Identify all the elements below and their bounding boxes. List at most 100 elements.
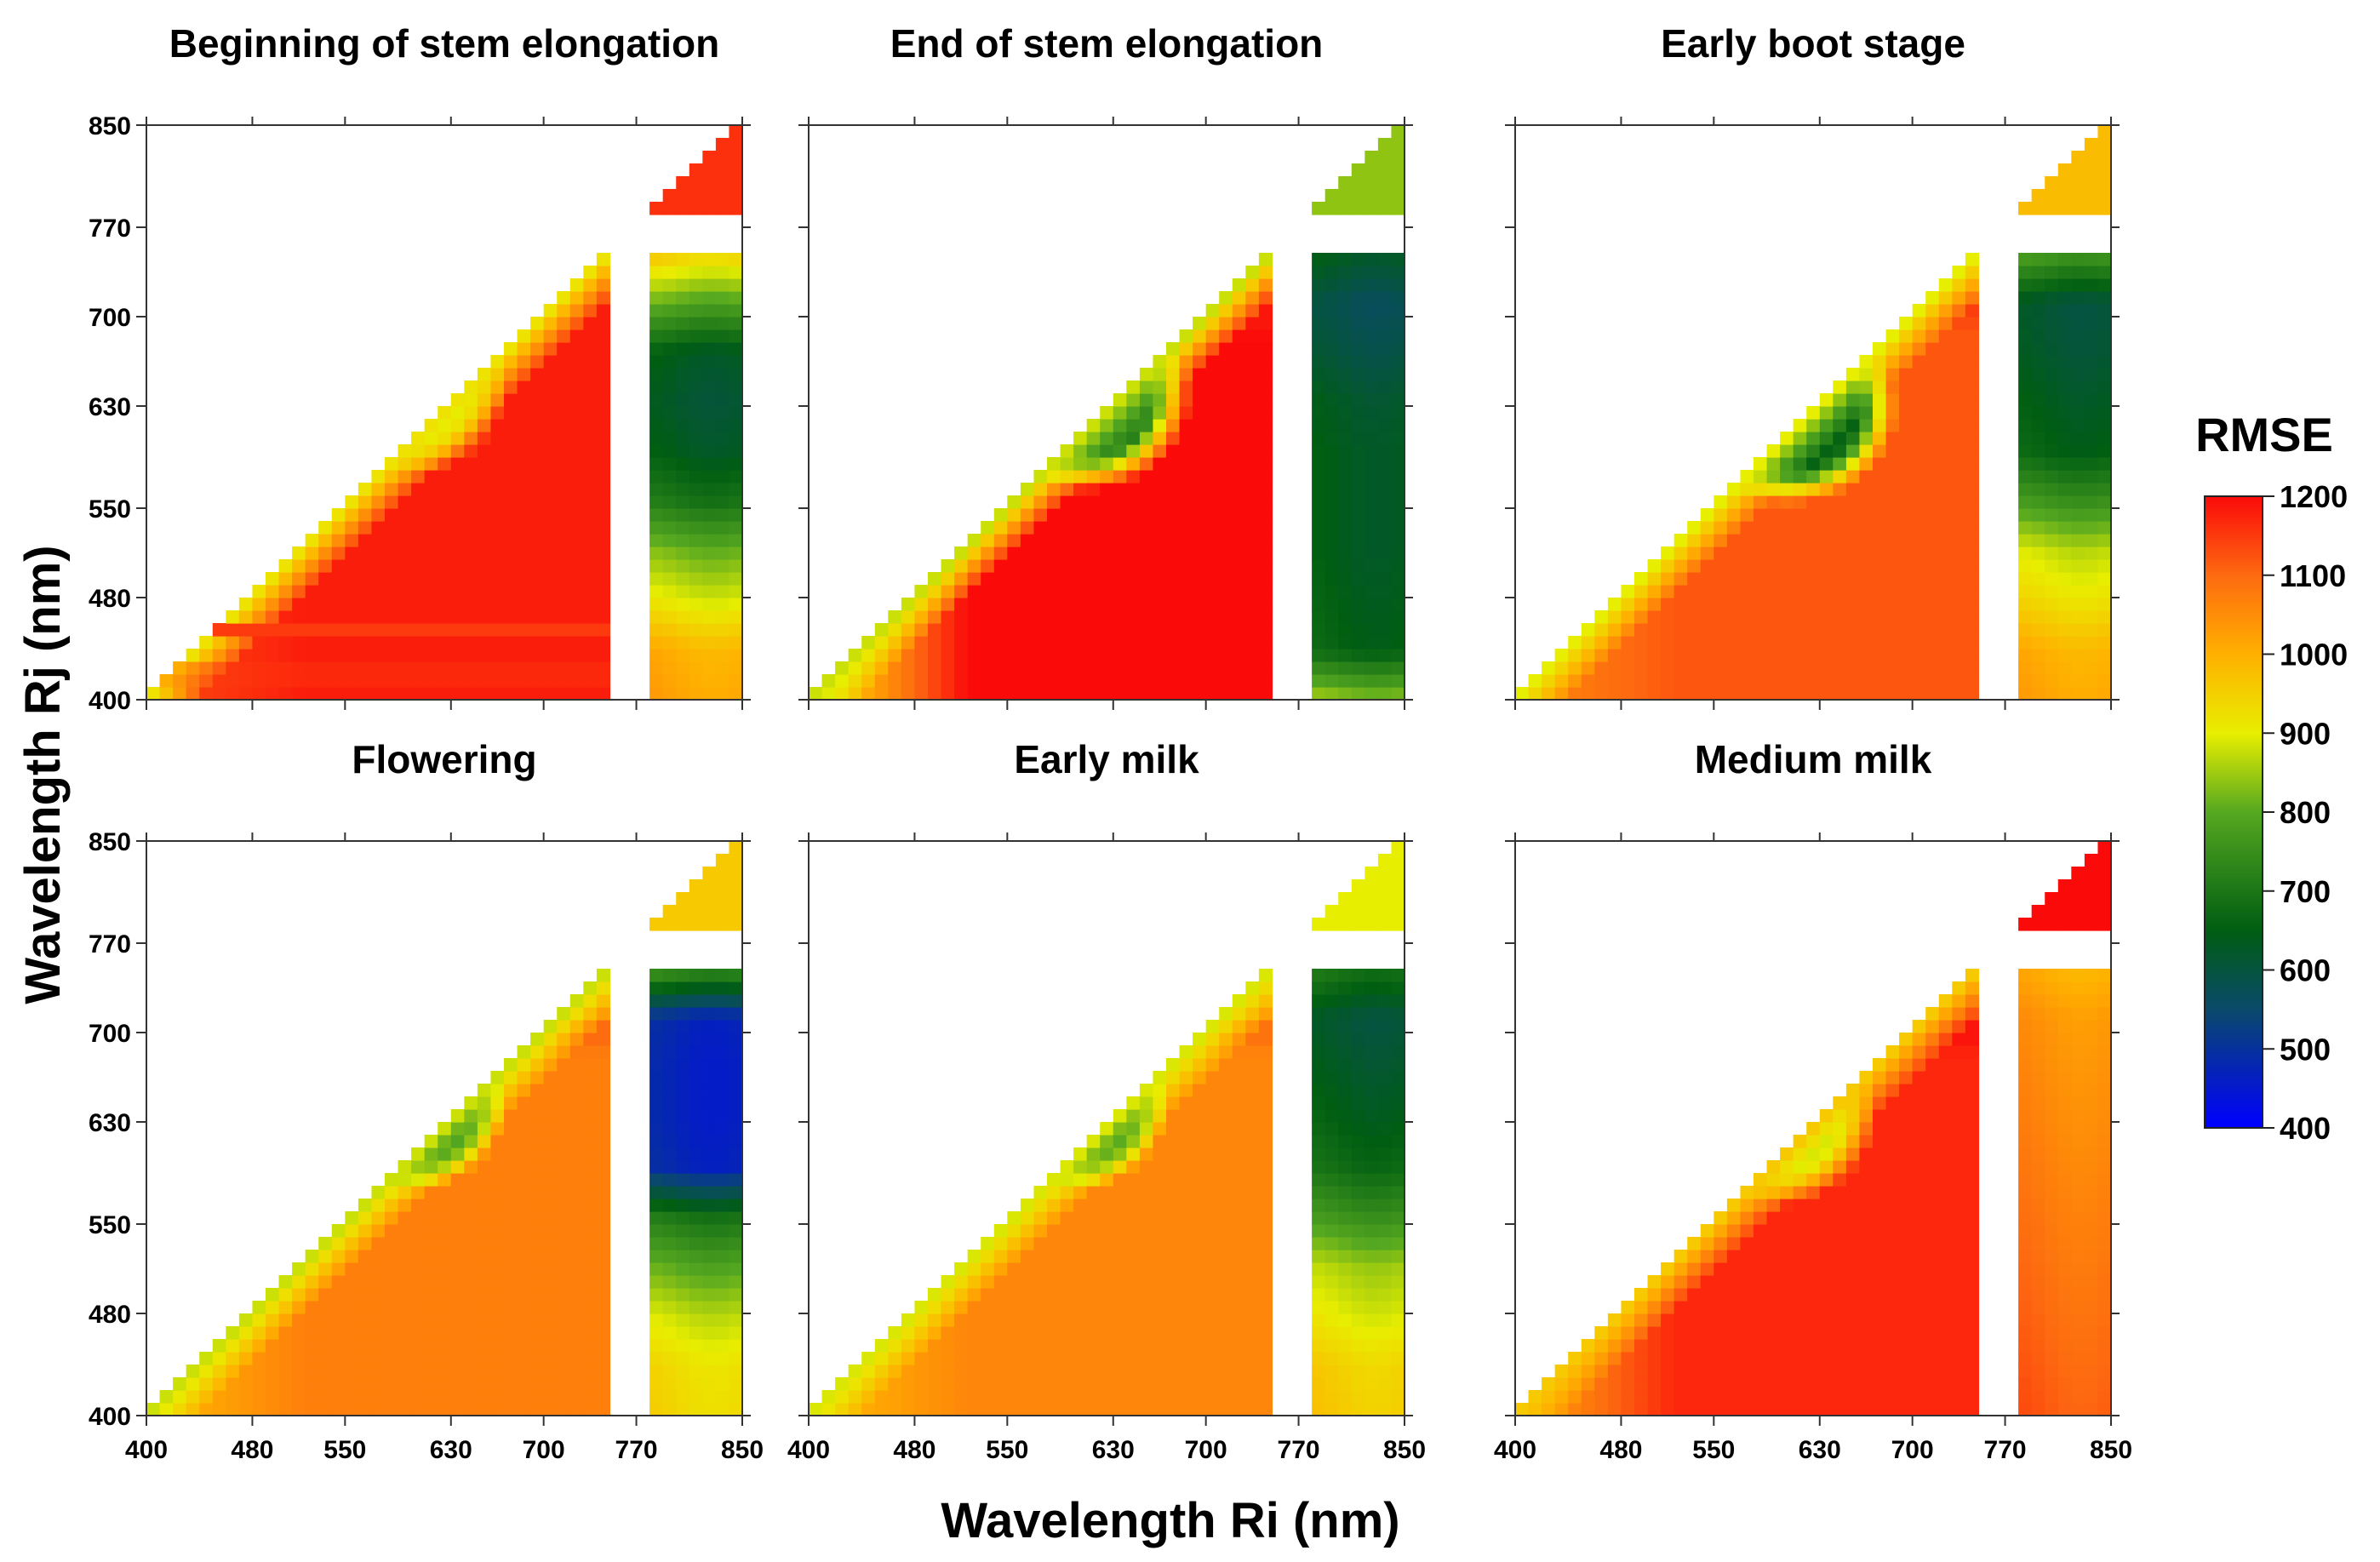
heatmap-cell: [1364, 610, 1379, 624]
heatmap-cell: [1819, 649, 1834, 662]
heatmap-cell: [464, 1173, 478, 1187]
heatmap-cell: [702, 483, 717, 496]
heatmap-cell: [689, 444, 703, 458]
heatmap-cell: [477, 1224, 492, 1238]
panel-frame: [808, 124, 1405, 701]
heatmap-cell: [1364, 918, 1379, 931]
heatmap-cell: [1391, 867, 1405, 880]
heatmap-cell: [318, 1250, 333, 1263]
heatmap-cell: [557, 419, 571, 432]
heatmap-cell: [1364, 291, 1379, 305]
heatmap-cell: [1925, 674, 1940, 688]
heatmap-cell: [1391, 572, 1405, 586]
heatmap-cell: [1364, 151, 1379, 164]
heatmap-cell: [1391, 1390, 1405, 1404]
heatmap-cell: [1100, 1237, 1114, 1250]
heatmap-cell: [874, 1390, 889, 1404]
heatmap-cell: [1179, 393, 1193, 407]
heatmap-cell: [1324, 1339, 1339, 1353]
heatmap-cell: [1766, 508, 1781, 522]
heatmap-cell: [981, 521, 995, 535]
heatmap-cell: [702, 534, 717, 547]
heatmap-cell: [729, 623, 743, 637]
heatmap-cell: [1060, 1339, 1074, 1353]
heatmap-cell: [1952, 266, 1966, 279]
heatmap-cell: [1153, 1326, 1167, 1340]
heatmap-cell: [1873, 1326, 1887, 1340]
heatmap-cell: [1885, 585, 1900, 598]
heatmap-cell: [729, 981, 743, 995]
heatmap-cell: [596, 419, 611, 432]
heatmap-cell: [1377, 1403, 1393, 1416]
heatmap-cell: [1873, 1058, 1887, 1072]
heatmap-cell: [2071, 317, 2085, 330]
heatmap-cell: [1634, 572, 1649, 586]
heatmap-cell: [1391, 892, 1405, 906]
heatmap-cell: [1113, 1122, 1127, 1136]
heatmap-cell: [371, 559, 386, 573]
heatmap-cell: [861, 1365, 876, 1378]
heatmap-cell: [914, 1339, 929, 1353]
heatmap-cell: [450, 1326, 465, 1340]
heatmap-cell: [1806, 623, 1821, 637]
heatmap-cell: [1819, 559, 1834, 573]
heatmap-cell: [583, 1301, 598, 1314]
panel-frame: [808, 840, 1405, 1416]
heatmap-cell: [729, 1109, 743, 1123]
heatmap-cell: [345, 1390, 359, 1404]
heatmap-cell: [702, 202, 717, 215]
heatmap-cell: [1885, 1301, 1900, 1314]
heatmap-cell: [1594, 1390, 1609, 1404]
heatmap-cell: [331, 1275, 346, 1289]
heatmap-cell: [993, 1275, 1008, 1289]
heatmap-cell: [689, 329, 703, 343]
heatmap-cell: [1912, 534, 1926, 547]
heatmap-cell: [689, 1313, 703, 1327]
heatmap-cell: [464, 1237, 478, 1250]
heatmap-cell: [2018, 393, 2033, 407]
heatmap-cell: [543, 495, 558, 509]
heatmap-cell: [2031, 189, 2045, 203]
heatmap-cell: [1324, 1237, 1339, 1250]
heatmap-cell: [490, 1071, 505, 1084]
heatmap-cell: [1912, 432, 1926, 445]
heatmap-cell: [702, 1326, 717, 1340]
heatmap-cell: [1952, 291, 1966, 305]
heatmap-cell: [1885, 483, 1900, 496]
heatmap-cell: [715, 1301, 730, 1314]
heatmap-cell: [490, 610, 505, 624]
heatmap-cell: [928, 649, 942, 662]
heatmap-cell: [543, 1084, 558, 1097]
heatmap-cell: [1219, 495, 1233, 509]
heatmap-cell: [1193, 444, 1207, 458]
heatmap-cell: [345, 1403, 359, 1416]
heatmap-cell: [729, 432, 743, 445]
heatmap-cell: [504, 1377, 518, 1391]
heatmap-cell: [504, 1109, 518, 1123]
heatmap-cell: [662, 419, 677, 432]
heatmap-cell: [702, 457, 717, 471]
heatmap-cell: [1766, 598, 1781, 611]
heatmap-cell: [1073, 483, 1088, 496]
heatmap-cell: [517, 1109, 531, 1123]
heatmap-cell: [517, 1135, 531, 1148]
heatmap-cell: [292, 1339, 306, 1353]
heatmap-cell: [1020, 1275, 1035, 1289]
heatmap-cell: [345, 661, 359, 675]
heatmap-cell: [1338, 585, 1353, 598]
heatmap-cell: [2071, 572, 2085, 586]
heatmap-cell: [2031, 636, 2045, 649]
heatmap-cell: [954, 636, 969, 649]
heatmap-cell: [1726, 661, 1742, 675]
heatmap-cell: [2097, 521, 2112, 535]
heatmap-cell: [1351, 585, 1365, 598]
heatmap-cell: [1232, 1033, 1246, 1046]
heatmap-cell: [331, 1237, 346, 1250]
heatmap-cell: [1726, 585, 1742, 598]
heatmap-cell: [2097, 329, 2112, 343]
heatmap-cell: [318, 559, 333, 573]
heatmap-cell: [1100, 521, 1114, 535]
heatmap-cell: [715, 1020, 730, 1033]
heatmap-cell: [490, 1339, 505, 1353]
heatmap-cell: [1377, 317, 1393, 330]
